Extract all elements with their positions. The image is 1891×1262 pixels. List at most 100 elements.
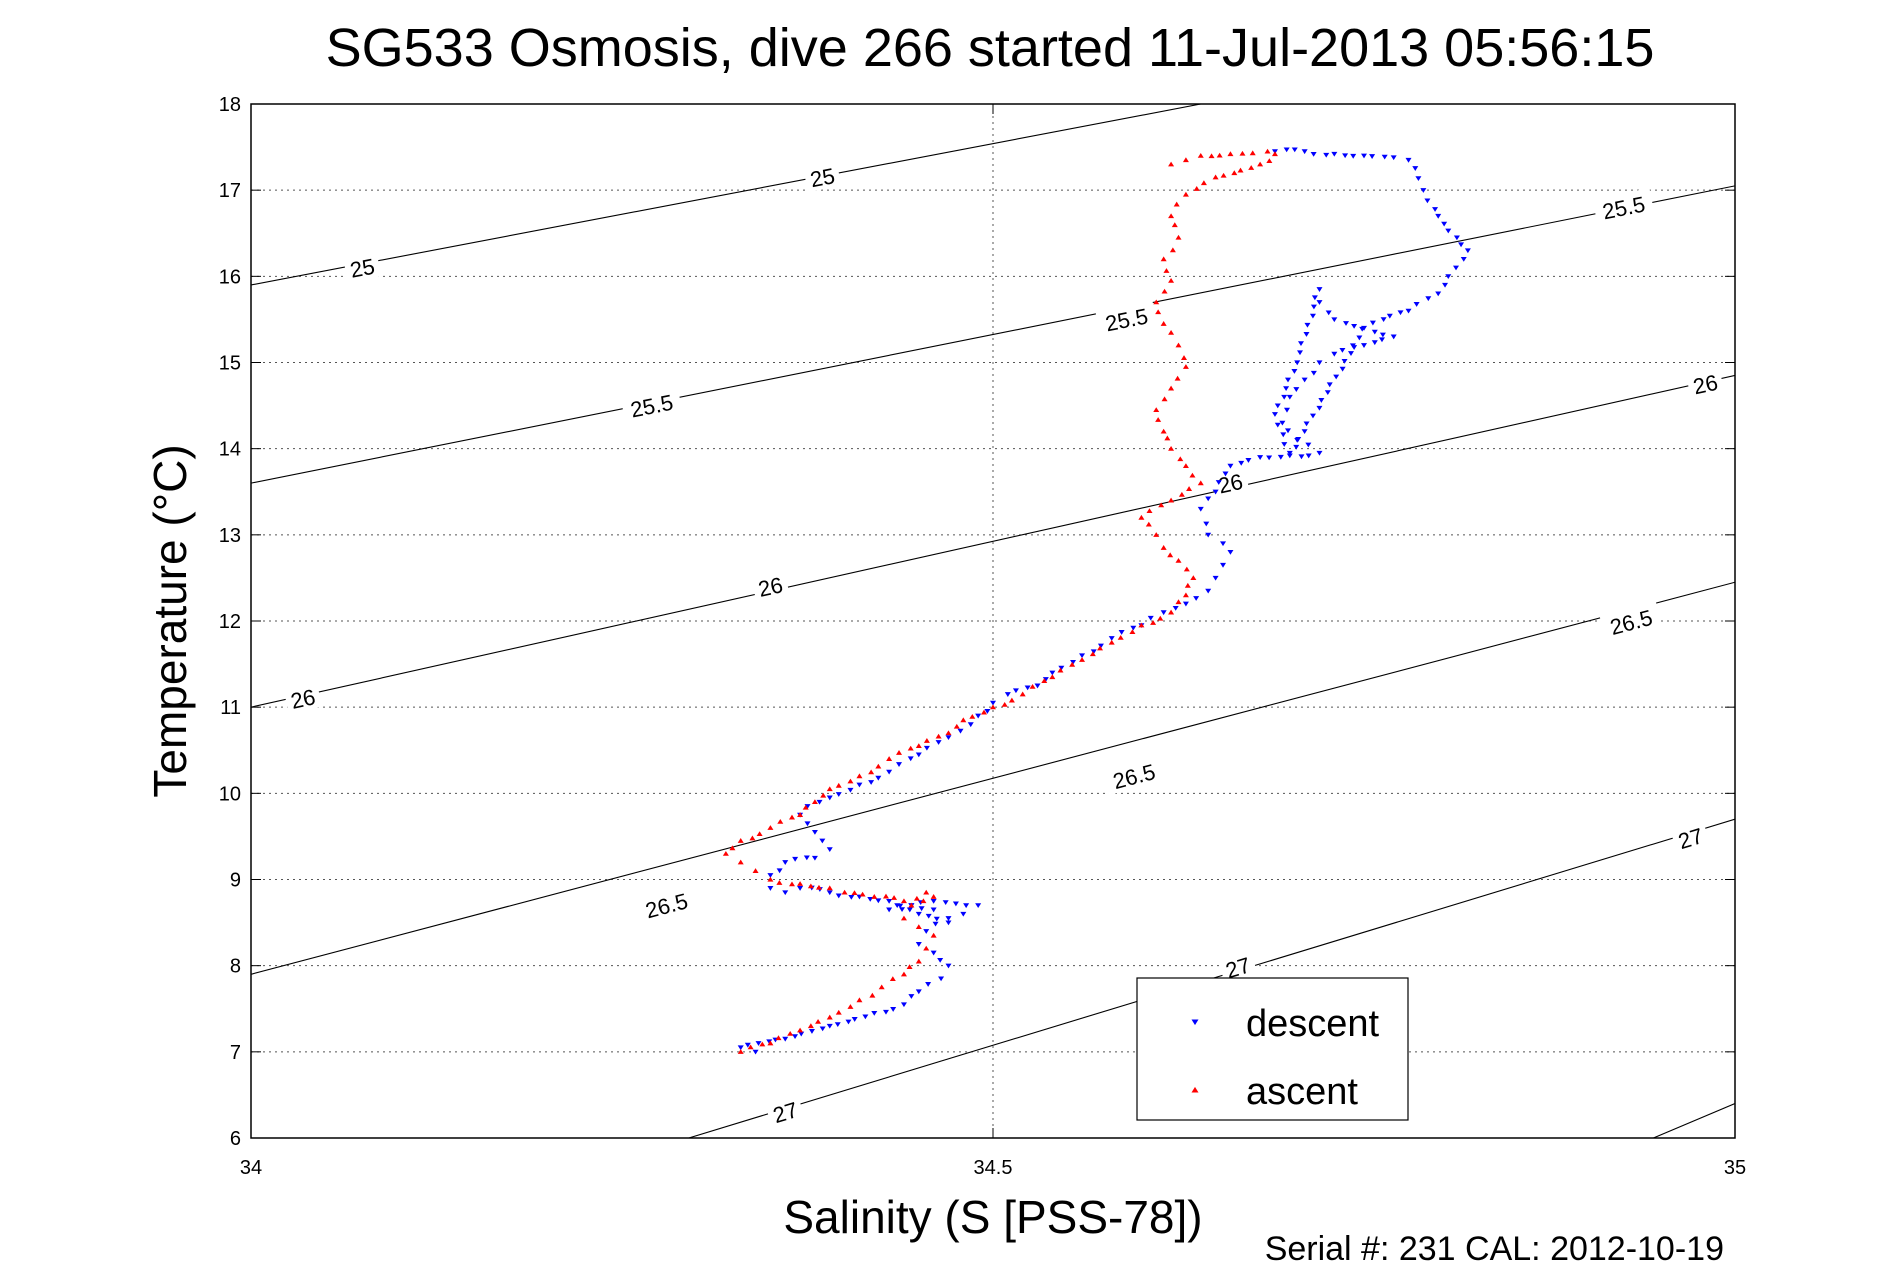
descent-point	[1405, 308, 1412, 314]
descent-point	[875, 775, 882, 781]
y-tick-label: 14	[219, 439, 241, 461]
descent-point	[1301, 377, 1308, 383]
ascent-point	[1108, 639, 1115, 645]
ascent-point	[875, 763, 882, 769]
descent-point	[755, 1041, 762, 1046]
ascent-point	[1089, 651, 1096, 657]
descent-point	[798, 1031, 805, 1037]
ascent-point	[1227, 151, 1234, 157]
ascent-point	[1197, 153, 1204, 158]
ascent-point	[1155, 417, 1162, 422]
ascent-point	[747, 1044, 754, 1050]
descent-point	[1425, 296, 1432, 302]
descent-legend-marker	[1191, 1019, 1199, 1026]
contour-label-group: 26.5	[1599, 600, 1663, 641]
descent-point	[945, 735, 952, 741]
ascent-point	[1153, 407, 1160, 412]
descent-point	[1369, 320, 1376, 326]
descent-point	[1147, 615, 1154, 621]
y-tick-label: 17	[219, 180, 241, 202]
contour-label-bg	[1592, 187, 1655, 225]
descent-point	[1203, 521, 1210, 527]
y-tick-label: 15	[219, 353, 241, 375]
descent-point	[945, 916, 952, 921]
descent-point	[856, 782, 863, 788]
descent-point	[1004, 692, 1011, 697]
ascent-point	[1183, 566, 1190, 572]
descent-point	[1333, 374, 1340, 380]
ascent-point	[777, 818, 784, 824]
y-tick-label: 11	[220, 697, 241, 719]
contour-label: 26	[1216, 469, 1245, 499]
contour-label: 26.5	[643, 888, 691, 923]
x-tick-label: 35	[1724, 1157, 1746, 1179]
ascent-point	[1161, 396, 1168, 402]
ascent-point	[1167, 552, 1174, 558]
ascent-point	[891, 895, 898, 900]
descent-point	[1108, 636, 1115, 641]
ascent-point	[1158, 502, 1165, 508]
descent-point	[1341, 358, 1348, 364]
descent-point	[767, 873, 774, 878]
descent-point	[797, 886, 804, 891]
contour-label-group: 27	[1670, 819, 1711, 855]
density-contours: 25 25 25.5 25.5 25.5 26 26 26 26 26.5 26.5 26.5 27 27…	[251, 104, 1735, 1138]
y-tick-label: 9	[230, 870, 241, 892]
ascent-point	[1168, 277, 1175, 283]
ascent-point	[1160, 428, 1167, 434]
descent-point	[826, 890, 833, 896]
ascent-point	[907, 745, 914, 751]
descent-point	[1309, 313, 1316, 319]
descent-point	[766, 1039, 773, 1045]
descent-point	[1245, 458, 1252, 463]
ascent-point	[1157, 615, 1164, 621]
ascent-point	[1182, 157, 1189, 163]
contour-label-group: 25.5	[1095, 299, 1158, 337]
descent-point	[819, 838, 826, 844]
ascent-point	[841, 889, 848, 895]
ascent-point	[1181, 355, 1188, 360]
ascent-point	[930, 894, 937, 899]
ascent-point	[1208, 153, 1215, 159]
ascent-point	[900, 898, 907, 904]
ascent-point	[960, 717, 967, 723]
ascent-point	[1239, 150, 1246, 156]
contour-label-bg	[1685, 366, 1725, 400]
descent-point	[1324, 390, 1331, 396]
descent-point	[935, 740, 942, 745]
contour-label-bg	[803, 160, 842, 193]
ascent-point	[767, 1040, 774, 1046]
descent-point	[1310, 304, 1317, 310]
descent-point	[930, 907, 937, 913]
descent-point	[930, 898, 937, 904]
ascent-point	[1266, 158, 1273, 164]
descent-point	[975, 903, 982, 909]
ascent-point	[722, 850, 729, 856]
ascent-point	[930, 932, 937, 938]
descent-point	[1441, 221, 1448, 227]
ascent-point	[896, 750, 903, 755]
chart-title: SG533 Osmosis, dive 266 started 11-Jul-2…	[326, 18, 1655, 78]
ascent-point	[1117, 634, 1124, 640]
contour-label-group: 26	[283, 681, 323, 714]
descent-point	[845, 1019, 852, 1025]
descent-point	[963, 903, 970, 909]
descent-point	[1058, 665, 1065, 671]
descent-point	[737, 1045, 744, 1051]
descent-point	[851, 1017, 858, 1022]
descent-point	[811, 855, 818, 861]
descent-point	[1238, 460, 1245, 466]
y-tick-label: 8	[230, 956, 241, 978]
ascent-point	[1171, 222, 1178, 228]
ascent-point	[1161, 288, 1168, 294]
descent-point	[1369, 154, 1376, 159]
contour-label-bg	[634, 884, 698, 925]
descent-point	[1460, 257, 1467, 262]
descent-point	[882, 1009, 889, 1015]
density-contour-line	[251, 374, 1735, 708]
descent-point	[1303, 332, 1310, 337]
ascent-point	[1168, 385, 1175, 391]
ascent-point	[856, 997, 863, 1003]
ascent-point	[759, 1041, 766, 1047]
contour-label-group: 25	[342, 250, 382, 283]
